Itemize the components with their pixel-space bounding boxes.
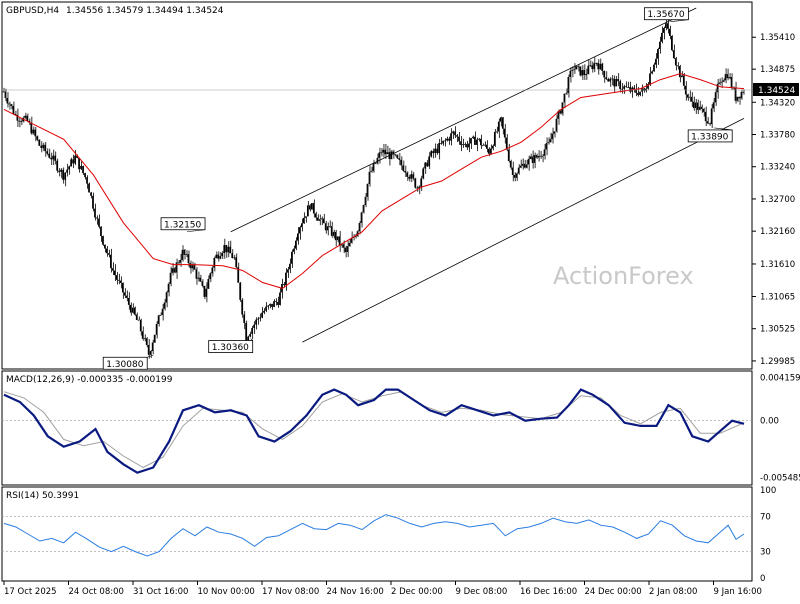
time-axis: 17 Oct 2025 24 Oct 08:00 31 Oct 16:00 10 No… bbox=[3, 581, 762, 597]
price-channel bbox=[230, 7, 745, 343]
price-candles bbox=[2, 16, 745, 359]
price-tick-label: 1.33240 bbox=[760, 163, 795, 173]
rsi-tick-label: 30 bbox=[760, 548, 771, 558]
time-tick-label: 9 Dec 08:00 bbox=[456, 587, 508, 597]
price-annotation-leader bbox=[147, 354, 154, 358]
time-tick-label: 24 Dec 00:00 bbox=[585, 587, 642, 597]
time-tick-label: 24 Nov 16:00 bbox=[327, 587, 384, 597]
current-price-badge bbox=[753, 83, 799, 96]
macd-tick-label: 0.00 bbox=[760, 417, 779, 427]
time-tick-label: 2 Dec 00:00 bbox=[391, 587, 443, 597]
moving-average-line bbox=[3, 73, 745, 289]
rsi-tick-label: 0 bbox=[760, 574, 765, 584]
price-axis: 1.35410 1.34875 1.34320 1.33780 1.33240 1.327… bbox=[752, 33, 795, 367]
time-tick-label: 17 Nov 08:00 bbox=[262, 587, 319, 597]
price-tick-label: 1.35410 bbox=[760, 33, 795, 43]
price-annotation-leader bbox=[670, 19, 689, 23]
rsi-tick-label: 100 bbox=[760, 486, 776, 496]
time-tick-label: 16 Dec 16:00 bbox=[520, 587, 577, 597]
price-panel: ActionForex 1.35410 1.34875 1.34320 1.33780… bbox=[1, 1, 799, 370]
time-tick-label: 9 Jan 16:00 bbox=[714, 587, 762, 597]
rsi-line bbox=[3, 514, 745, 557]
price-annotation-box bbox=[160, 217, 206, 231]
time-tick-label: 2 Jan 08:00 bbox=[649, 587, 697, 597]
price-annotation-leader bbox=[714, 127, 733, 131]
price-panel-frame bbox=[1, 1, 753, 370]
price-annotation-box bbox=[644, 7, 689, 21]
price-tick-label: 1.32700 bbox=[760, 195, 795, 205]
time-tick-label: 10 Nov 00:00 bbox=[198, 587, 255, 597]
rsi-axis: 100 70 30 0 bbox=[2, 486, 776, 584]
price-tick-label: 1.32160 bbox=[760, 227, 795, 237]
channel-lower-line bbox=[302, 118, 745, 343]
current-price-marker: 1.34524 bbox=[753, 83, 799, 96]
price-annotation-label: 1.30080 bbox=[106, 360, 143, 370]
time-tick-label: 17 Oct 2025 bbox=[4, 587, 57, 597]
macd-tick-label: -0.005485 bbox=[760, 474, 800, 484]
current-price-label: 1.34524 bbox=[758, 86, 795, 96]
price-annotation-label: 1.30360 bbox=[212, 343, 249, 353]
price-annotation-box bbox=[102, 356, 148, 370]
price-tick-label: 1.29985 bbox=[760, 357, 795, 367]
price-tick-label: 1.33780 bbox=[760, 130, 795, 140]
symbol: GBPUSD,H4 bbox=[6, 6, 59, 16]
price-annotations: 1.32150 1.30080 1.30360 1.35670 1.33890 bbox=[102, 7, 733, 370]
price-annotation-label: 1.33890 bbox=[691, 132, 728, 142]
time-tick-label: 31 Oct 16:00 bbox=[133, 587, 188, 597]
macd-panel: 0.004159 0.00 -0.005485 MACD(12,26,9) -0.0… bbox=[1, 370, 800, 486]
price-tick-label: 1.34320 bbox=[760, 98, 795, 108]
rsi-panel-frame bbox=[1, 486, 753, 582]
macd-panel-frame bbox=[1, 370, 753, 486]
price-annotation-label: 1.35670 bbox=[647, 10, 684, 20]
rsi-title: RSI(14) 50.3991 bbox=[6, 491, 79, 501]
macd-title: MACD(12,26,9) -0.000335 -0.000199 bbox=[6, 375, 173, 385]
time-tick-label: 24 Oct 08:00 bbox=[69, 587, 124, 597]
price-tick-label: 1.34875 bbox=[760, 65, 795, 75]
macd-signal-line bbox=[3, 391, 745, 469]
rsi-panel: 100 70 30 0 RSI(14) 50.3991 bbox=[1, 486, 776, 584]
macd-tick-label: 0.004159 bbox=[760, 374, 800, 384]
symbol-label: GBPUSD,H4 1.34556 1.34579 1.34494 1.3452… bbox=[6, 6, 224, 16]
price-annotation-leader bbox=[250, 338, 253, 341]
price-tick-label: 1.30525 bbox=[760, 325, 795, 335]
price-tick-label: 1.31065 bbox=[760, 292, 795, 302]
price-annotation-leader bbox=[186, 229, 206, 233]
ohlc-values: 1.34556 1.34579 1.34494 1.34524 bbox=[66, 6, 224, 16]
watermark: ActionForex bbox=[553, 262, 694, 290]
rsi-tick-label: 70 bbox=[760, 512, 771, 522]
channel-upper-line bbox=[230, 7, 697, 233]
price-annotation-label: 1.32150 bbox=[164, 220, 201, 230]
macd-axis: 0.004159 0.00 -0.005485 bbox=[2, 374, 800, 484]
macd-line bbox=[3, 388, 745, 474]
price-annotation-box bbox=[208, 340, 254, 353]
price-tick-label: 1.31610 bbox=[760, 260, 795, 270]
price-annotation-box bbox=[687, 129, 733, 143]
